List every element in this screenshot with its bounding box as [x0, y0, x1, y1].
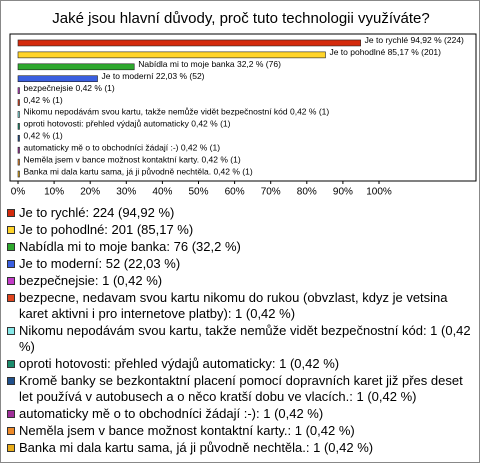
- bar: [17, 134, 20, 142]
- legend-item: Neměla jsem v bance možnost kontaktní ka…: [7, 423, 473, 439]
- legend-item: Je to pohodlné: 201 (85,17 %): [7, 222, 473, 238]
- value-label: automaticky mě o to obchodníci žádají :-…: [24, 142, 221, 152]
- legend-swatch: [7, 377, 15, 385]
- value-label: Nabídla mi to moje banka 32,2 % (76): [138, 59, 281, 69]
- bar: [17, 63, 135, 71]
- legend-item: bezpecne, nedavam svou kartu nikomu do r…: [7, 290, 473, 322]
- legend-label: oproti hotovosti: přehled výdajů automat…: [19, 356, 340, 371]
- legend-swatch: [7, 260, 15, 268]
- x-tick-label: 80%: [297, 187, 317, 198]
- value-label: Je to rychlé 94,92 % (224): [365, 35, 464, 45]
- legend-swatch: [7, 209, 15, 217]
- value-label: Neměla jsem v bance možnost kontaktní ka…: [24, 154, 241, 164]
- legend-item: Je to rychlé: 224 (94,92 %): [7, 205, 473, 221]
- bar: [17, 75, 98, 83]
- legend: Je to rychlé: 224 (94,92 %) Je to pohodln…: [7, 205, 473, 457]
- x-tick-label: 90%: [333, 187, 353, 198]
- legend-item: automaticky mě o to obchodníci žádají :-…: [7, 406, 473, 422]
- legend-label: bezpecne, nedavam svou kartu nikomu do r…: [19, 290, 448, 321]
- x-tick-label: 100%: [366, 187, 392, 198]
- legend-swatch: [7, 226, 15, 234]
- chart-title: Jaké jsou hlavní důvody, proč tuto techn…: [52, 10, 429, 27]
- bar: [17, 99, 20, 106]
- legend-item: Nikomu nepodávám svou kartu, takže nemůž…: [7, 323, 473, 355]
- x-tick-label: 50%: [188, 187, 208, 198]
- bar: [17, 123, 20, 130]
- bar: [17, 158, 20, 166]
- legend-swatch: [7, 410, 15, 418]
- bar: [17, 111, 20, 118]
- bar: [17, 51, 326, 59]
- value-label: 0,42 % (1): [24, 131, 63, 141]
- legend-item: oproti hotovosti: přehled výdajů automat…: [7, 356, 473, 372]
- legend-label: Je to pohodlné: 201 (85,17 %): [19, 222, 194, 237]
- bar: [17, 146, 20, 154]
- legend-item: bezpečnejsie: 1 (0,42 %): [7, 273, 473, 289]
- bar: [17, 170, 20, 178]
- value-label: oproti hotovosti: přehled výdajů automat…: [24, 119, 231, 129]
- legend-label: Je to moderní: 52 (22,03 %): [19, 256, 181, 271]
- value-label: bezpečnejsie 0,42 % (1): [24, 83, 115, 93]
- x-tick-label: 20%: [80, 187, 100, 198]
- legend-label: Nabídla mi to moje banka: 76 (32,2 %): [19, 239, 241, 254]
- legend-swatch: [7, 360, 15, 368]
- legend-item: Kromě banky se bezkontaktní placení pomo…: [7, 373, 473, 405]
- legend-label: Je to rychlé: 224 (94,92 %): [19, 205, 175, 220]
- legend-swatch: [7, 444, 15, 452]
- legend-item: Banka mi dala kartu sama, já ji původně …: [7, 440, 473, 456]
- value-label: Je to moderní 22,03 % (52): [102, 71, 205, 81]
- x-tick-label: 40%: [152, 187, 172, 198]
- bar: [17, 39, 361, 47]
- plot-frame: [9, 33, 477, 182]
- legend-swatch: [7, 294, 15, 302]
- bar: [17, 87, 20, 94]
- x-tick-label: 70%: [261, 187, 281, 198]
- legend-label: Neměla jsem v bance možnost kontaktní ka…: [19, 423, 355, 438]
- value-label: 0,42 % (1): [24, 95, 63, 105]
- legend-swatch: [7, 427, 15, 435]
- legend-swatch: [7, 327, 15, 335]
- value-label: Banka mi dala kartu sama, já ji původně …: [24, 166, 253, 176]
- legend-label: Kromě banky se bezkontaktní placení pomo…: [19, 373, 463, 404]
- legend-label: bezpečnejsie: 1 (0,42 %): [19, 273, 163, 288]
- x-tick-label: 60%: [225, 187, 245, 198]
- legend-swatch: [7, 243, 15, 251]
- legend-label: automaticky mě o to obchodníci žádají :-…: [19, 406, 324, 421]
- legend-item: Nabídla mi to moje banka: 76 (32,2 %): [7, 239, 473, 255]
- x-tick-label: 10%: [44, 187, 64, 198]
- legend-swatch: [7, 277, 15, 285]
- x-tick-label: 30%: [116, 187, 136, 198]
- legend-label: Banka mi dala kartu sama, já ji původně …: [19, 440, 374, 455]
- legend-label: Nikomu nepodávám svou kartu, takže nemůž…: [19, 323, 471, 354]
- legend-item: Je to moderní: 52 (22,03 %): [7, 256, 473, 272]
- chart: Jaké jsou hlavní důvody, proč tuto techn…: [9, 10, 477, 198]
- x-tick-label: 0%: [11, 187, 26, 198]
- value-label: Nikomu nepodávám svou kartu, takže nemůž…: [24, 107, 330, 117]
- value-label: Je to pohodlné 85,17 % (201): [329, 47, 441, 57]
